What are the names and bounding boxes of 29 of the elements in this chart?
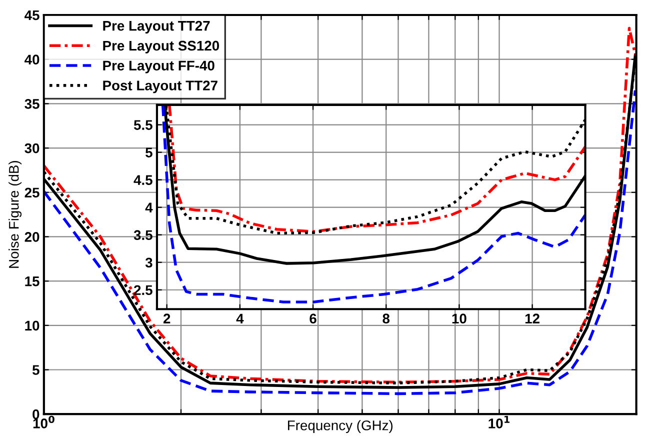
y-tick-label: 35 [24,99,40,109]
x-tick-label: 12 [525,314,540,324]
y-axis-title: Noise Figure (dB) [8,160,22,268]
legend-label: Pre Layout TT27 [103,20,210,34]
y-tick-label: 3.5 [134,230,152,240]
y-tick-label: 25 [24,188,40,198]
x-tick-label: 2 [163,314,170,324]
y-tick-label: 3 [145,258,152,268]
y-tick-label: 15 [25,276,40,286]
legend-label: Pre Layout FF-40 [103,60,214,74]
x-tick-label: 4 [236,314,244,324]
y-tick-label: 5 [32,365,40,375]
x-tick-label: 6 [310,314,316,324]
y-tick-label: 4.5 [134,175,152,185]
y-tick-label: 5.5 [134,120,152,130]
y-tick-label: 10 [25,320,40,331]
x-tick-label: 10$^{1}$ [488,416,510,428]
legend-label: Post Layout TT27 [103,80,218,94]
legend-label: Pre Layout SS120 [103,40,220,54]
y-tick-label: 30 [24,143,40,154]
y-tick-label: 20 [24,232,40,242]
y-tick-label: 45 [24,10,40,20]
x-axis-title: Frequency (GHz) [288,420,393,434]
y-tick-label: 40 [24,54,40,65]
x-tick-label: 8 [382,314,390,324]
x-tick-label: 10 [452,314,466,324]
y-tick-label: 5 [146,148,152,158]
y-tick-label: 4 [145,202,153,212]
y-tick-label: 2.5 [134,285,152,296]
